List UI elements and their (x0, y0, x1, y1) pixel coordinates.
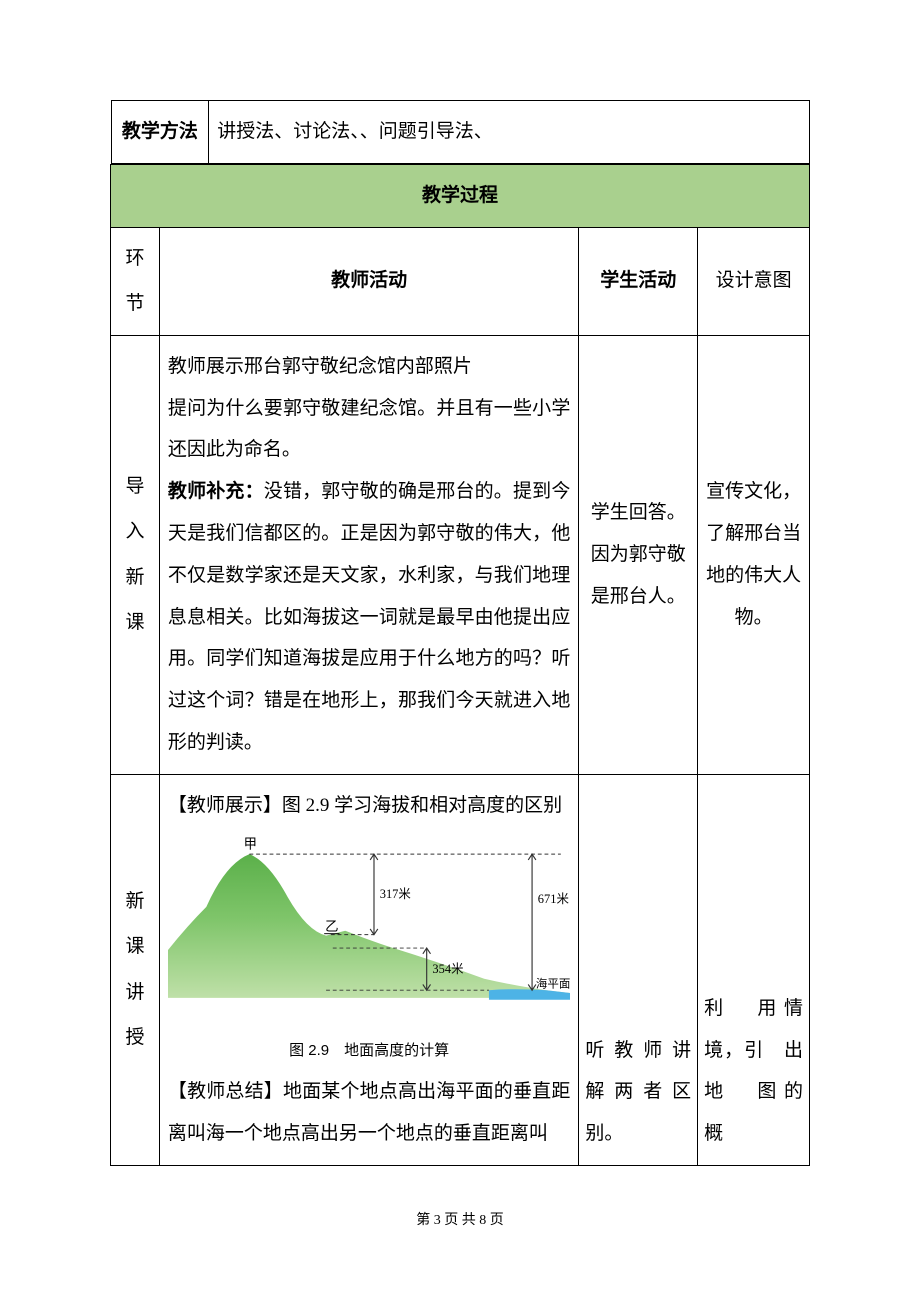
row-column-headers: 环节 教师活动 学生活动 设计意图 (111, 227, 810, 335)
intro-stage-label: 导入新课 (111, 335, 160, 774)
teaching-method-label: 教学方法 (111, 101, 209, 164)
row-teach: 新课讲授 【教师展示】图 2.9 学习海拔和相对高度的区别 671米 354米 31… (111, 774, 810, 1165)
svg-text:海平面: 海平面 (536, 976, 570, 990)
col-header-intent: 设计意图 (698, 227, 810, 335)
svg-text:671米: 671米 (538, 892, 570, 906)
col-header-student: 学生活动 (579, 227, 698, 335)
section-header-text: 教学过程 (111, 164, 810, 227)
teach-stage-label: 新课讲授 (111, 774, 160, 1165)
svg-text:317米: 317米 (380, 887, 412, 901)
row-section-header: 教学过程 (111, 164, 810, 227)
intro-stage-text: 导入新课 (125, 476, 144, 634)
col-header-teacher: 教师活动 (159, 227, 578, 335)
svg-text:乙: 乙 (325, 918, 338, 933)
teaching-method-value: 讲授法、讨论法、、问题引导法、 (209, 101, 809, 164)
svg-text:354米: 354米 (432, 962, 464, 976)
teach-summary-text: 【教师总结】地面某个地点高出海平面的垂直距离叫海一个地点高出另一个地点的垂直距离… (168, 1071, 570, 1155)
elevation-diagram-svg: 671米 354米 317米 甲乙海平面 (168, 835, 570, 1017)
col-header-stage: 环节 (111, 227, 160, 335)
row-teaching-method: 教学方法 讲授法、讨论法、、问题引导法、 (111, 100, 810, 164)
teach-show-title: 【教师展示】图 2.9 学习海拔和相对高度的区别 (168, 785, 570, 827)
svg-text:甲: 甲 (244, 836, 257, 851)
intro-student-activity: 学生回答。因为郭守敬是邢台人。 (579, 335, 698, 774)
lesson-plan-table: 教学方法 讲授法、讨论法、、问题引导法、 教学过程 环节 教师活动 学生活动 设… (110, 100, 810, 1166)
intro-teacher-activity: 教师展示邢台郭守敬纪念馆内部照片提问为什么要郭守敬建纪念馆。并且有一些小学还因此… (159, 335, 578, 774)
teach-design-intent: 利 用情境，引 出地 图的 概 (698, 774, 810, 1165)
teach-student-activity: 听 教 师 讲解 两 者 区别。 (579, 774, 698, 1165)
intro-design-intent: 宣传文化，了解邢台当地的伟大人物。 (698, 335, 810, 774)
elevation-diagram: 671米 354米 317米 甲乙海平面 图 2.9 地面高度的计算 (168, 835, 570, 1068)
row-intro: 导入新课 教师展示邢台郭守敬纪念馆内部照片提问为什么要郭守敬建纪念馆。并且有一些… (111, 335, 810, 774)
teach-stage-text: 新课讲授 (125, 891, 144, 1049)
diagram-caption: 图 2.9 地面高度的计算 (168, 1034, 570, 1067)
page-footer: 第 3 页 共 8 页 (110, 1206, 810, 1237)
teach-teacher-activity: 【教师展示】图 2.9 学习海拔和相对高度的区别 671米 354米 317米 甲乙海… (159, 774, 578, 1165)
